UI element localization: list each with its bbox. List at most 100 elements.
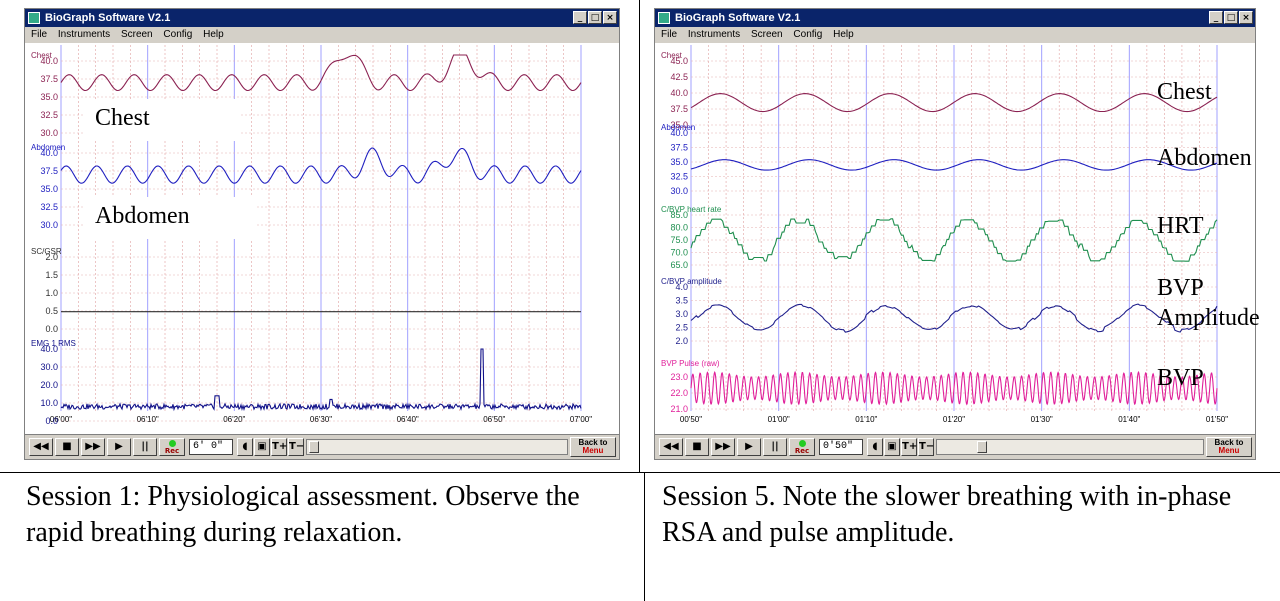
y-tick-label: 75.0 bbox=[670, 235, 688, 245]
time-minus-button[interactable]: T− bbox=[288, 438, 304, 456]
x-tick-label: 06'20" bbox=[223, 415, 245, 424]
menu-help[interactable]: Help bbox=[203, 29, 224, 40]
x-tick-label: 01'50" bbox=[1206, 415, 1228, 424]
rewind-button[interactable]: ◀◀ bbox=[29, 438, 53, 456]
channel-label: Chest bbox=[661, 51, 683, 60]
stop-button[interactable]: ■ bbox=[55, 438, 79, 456]
plot-area-session1: 06'00" 06'10" 06'20" 06'30" 06'40" 06'50" 07'0… bbox=[31, 45, 592, 426]
x-tick-label: 01'40" bbox=[1118, 415, 1140, 424]
y-tick-label: 30.0 bbox=[40, 220, 58, 230]
y-tick-label: 2.0 bbox=[675, 336, 688, 346]
right-panel: BioGraph Software V2.1 _ □ × File Instru… bbox=[640, 0, 1280, 472]
y-tick-label: 32.5 bbox=[40, 110, 58, 120]
y-tick-label: 40.0 bbox=[40, 148, 58, 158]
menu-bar: File Instruments Screen Config Help bbox=[25, 27, 619, 43]
menu-help[interactable]: Help bbox=[833, 29, 854, 40]
record-dot-icon bbox=[798, 440, 806, 447]
y-tick-label: 4.0 bbox=[675, 282, 688, 292]
plot-area-session5: 00'50" 01'00" 01'10" 01'20" 01'30" 01'40" 01'5… bbox=[661, 45, 1228, 424]
trace-chest bbox=[60, 54, 582, 92]
close-button[interactable]: × bbox=[1239, 11, 1253, 24]
y-tick-label: 0.0 bbox=[45, 416, 58, 426]
y-tick-label: 35.0 bbox=[40, 184, 58, 194]
sound-icon[interactable]: ◖ bbox=[867, 438, 883, 456]
menu-file[interactable]: File bbox=[31, 29, 48, 40]
back-to-menu-button[interactable]: Back to Menu bbox=[570, 437, 616, 457]
chest-label-box bbox=[85, 99, 240, 141]
channel-label: SC/GSR bbox=[31, 247, 62, 256]
y-tick-label: 3.5 bbox=[675, 296, 688, 306]
minimize-button[interactable]: _ bbox=[573, 11, 587, 24]
menu-bar: File Instruments Screen Config Help bbox=[655, 27, 1255, 43]
time-minus-button[interactable]: T− bbox=[918, 438, 934, 456]
maximize-button[interactable]: □ bbox=[588, 11, 602, 24]
rewind-button[interactable]: ◀◀ bbox=[659, 438, 683, 456]
fast-forward-button[interactable]: ▶▶ bbox=[81, 438, 105, 456]
y-tick-label: 21.0 bbox=[670, 404, 688, 414]
minimize-button[interactable]: _ bbox=[1209, 11, 1223, 24]
play-button[interactable]: ▶ bbox=[107, 438, 131, 456]
window-title: BioGraph Software V2.1 bbox=[45, 12, 171, 24]
play-button[interactable]: ▶ bbox=[737, 438, 761, 456]
y-tick-label: 0.5 bbox=[45, 306, 58, 316]
time-plus-button[interactable]: T+ bbox=[901, 438, 917, 456]
y-tick-label: 40.0 bbox=[670, 128, 688, 138]
record-button[interactable]: Rec bbox=[789, 438, 815, 456]
x-tick-label: 01'20" bbox=[943, 415, 965, 424]
save-icon[interactable]: ▣ bbox=[254, 438, 270, 456]
x-tick-label: 06'30" bbox=[310, 415, 332, 424]
scrollbar-thumb[interactable] bbox=[309, 441, 319, 453]
biograph-window-session5: BioGraph Software V2.1 _ □ × File Instru… bbox=[654, 8, 1260, 460]
menu-screen[interactable]: Screen bbox=[750, 29, 783, 40]
bvp-amplitude-overlay-label-1: BVP bbox=[1157, 275, 1204, 301]
menu-file[interactable]: File bbox=[661, 29, 678, 40]
x-tick-label: 01'30" bbox=[1031, 415, 1053, 424]
record-button[interactable]: Rec bbox=[159, 438, 185, 456]
menu-config[interactable]: Config bbox=[163, 29, 193, 40]
playback-toolbar: ◀◀ ■ ▶▶ ▶ || Rec 0'50" ◖ ▣ T+ T− Back to… bbox=[655, 434, 1255, 459]
y-tick-label: 30.0 bbox=[40, 362, 58, 372]
close-button[interactable]: × bbox=[603, 11, 617, 24]
channel-label: EMG 1 RMS bbox=[31, 339, 76, 348]
y-tick-label: 22.0 bbox=[670, 388, 688, 398]
menu-config[interactable]: Config bbox=[793, 29, 823, 40]
channel-label: Abdomen bbox=[661, 123, 695, 132]
save-icon[interactable]: ▣ bbox=[884, 438, 900, 456]
x-tick-label: 01'10" bbox=[855, 415, 877, 424]
caption-divider bbox=[644, 473, 645, 601]
bvp-amplitude-overlay-label-2: Amplitude bbox=[1157, 305, 1260, 331]
y-tick-label: 70.0 bbox=[670, 248, 688, 258]
channel-label: BVP Pulse (raw) bbox=[661, 359, 720, 368]
fast-forward-button[interactable]: ▶▶ bbox=[711, 438, 735, 456]
y-tick-label: 20.0 bbox=[40, 380, 58, 390]
hrt-overlay-label: HRT bbox=[1157, 213, 1204, 239]
stop-button[interactable]: ■ bbox=[685, 438, 709, 456]
caption-session5: Session 5. Note the slower breathing wit… bbox=[662, 481, 1232, 548]
trace-abdomen bbox=[690, 159, 1218, 171]
time-input[interactable]: 6' 0" bbox=[189, 439, 233, 455]
menu-instruments[interactable]: Instruments bbox=[687, 29, 741, 40]
abdomen-overlay-label: Abdomen bbox=[95, 203, 190, 229]
x-tick-label: 07'00" bbox=[570, 415, 592, 424]
timeline-scrollbar[interactable] bbox=[936, 439, 1204, 455]
scrollbar-thumb[interactable] bbox=[977, 441, 987, 453]
menu-instruments[interactable]: Instruments bbox=[57, 29, 111, 40]
trace-emg-1-rms bbox=[60, 348, 582, 412]
y-tick-label: 37.5 bbox=[40, 74, 58, 84]
pause-button[interactable]: || bbox=[133, 438, 157, 456]
time-input[interactable]: 0'50" bbox=[819, 439, 863, 455]
menu-screen[interactable]: Screen bbox=[120, 29, 153, 40]
y-tick-label: 65.0 bbox=[670, 260, 688, 270]
app-icon bbox=[658, 12, 670, 24]
sound-icon[interactable]: ◖ bbox=[237, 438, 253, 456]
back-to-menu-button[interactable]: Back to Menu bbox=[1206, 437, 1252, 457]
y-tick-label: 32.5 bbox=[40, 202, 58, 212]
maximize-button[interactable]: □ bbox=[1224, 11, 1238, 24]
y-tick-label: 10.0 bbox=[40, 398, 58, 408]
y-tick-label: 45.0 bbox=[670, 56, 688, 66]
y-tick-label: 40.0 bbox=[40, 56, 58, 66]
time-plus-button[interactable]: T+ bbox=[271, 438, 287, 456]
playback-toolbar: ◀◀ ■ ▶▶ ▶ || Rec 6' 0" ◖ ▣ T+ T− Back to… bbox=[25, 434, 619, 459]
timeline-scrollbar[interactable] bbox=[306, 439, 568, 455]
pause-button[interactable]: || bbox=[763, 438, 787, 456]
